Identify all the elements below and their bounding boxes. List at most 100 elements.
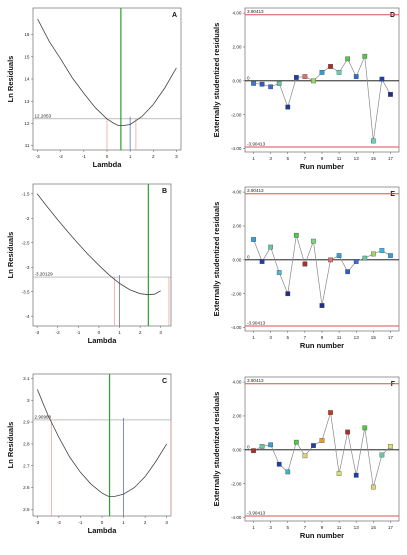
x-tick-label: 1 bbox=[252, 335, 255, 340]
x-tick-label: 9 bbox=[321, 156, 324, 161]
plot-frame bbox=[244, 7, 400, 153]
x-tick-label: 13 bbox=[354, 525, 360, 530]
y-tick-label: 3.1 bbox=[23, 376, 30, 381]
y-tick-label: 0.00 bbox=[233, 447, 242, 452]
y-tick-label: 13 bbox=[24, 99, 30, 104]
y-axis-label: Externally studentized residuals bbox=[212, 23, 221, 138]
panel-c: -3 -2 -1 0 1 2 3 2.5 2.6 2.7 2.8 2.9 3 3.1 Lambda Ln Re… bbox=[6, 373, 172, 535]
ci-threshold-label: -3.20129 bbox=[35, 272, 54, 277]
x-tick-label: 17 bbox=[388, 525, 394, 530]
residual-point bbox=[293, 232, 299, 238]
residual-point bbox=[370, 251, 376, 257]
residual-point bbox=[353, 74, 359, 79]
y-tick-label: 0.00 bbox=[233, 78, 242, 83]
plot-frame bbox=[32, 183, 172, 327]
zero-label: 0 bbox=[247, 444, 250, 449]
x-tick-label: 7 bbox=[304, 335, 307, 340]
residual-point bbox=[328, 410, 333, 415]
y-tick-label: 2.6 bbox=[23, 485, 30, 490]
y-tick-label: -4 bbox=[25, 314, 30, 319]
residual-point bbox=[336, 253, 342, 258]
y-tick-label: 16 bbox=[24, 32, 30, 37]
y-tick-label: 4.00 bbox=[233, 380, 242, 385]
x-tick-label: 1 bbox=[118, 330, 121, 335]
y-tick-label: -4.00 bbox=[231, 325, 242, 330]
residual-point bbox=[388, 444, 393, 449]
panel-label: E bbox=[390, 191, 395, 198]
plot-frame bbox=[244, 376, 400, 522]
x-tick-label: 15 bbox=[371, 156, 377, 161]
y-tick-label: 2.8 bbox=[23, 442, 30, 447]
y-tick-label: 3 bbox=[27, 398, 30, 403]
x-tick-label: 3 bbox=[269, 525, 272, 530]
residual-point bbox=[388, 253, 393, 258]
x-tick-label: 1 bbox=[252, 156, 255, 161]
residual-point bbox=[276, 461, 282, 467]
x-tick-label: 15 bbox=[371, 335, 377, 340]
residual-point bbox=[251, 448, 256, 454]
panel-label: A bbox=[172, 12, 177, 19]
residual-point bbox=[302, 74, 308, 79]
residual-point bbox=[302, 261, 308, 267]
upper-limit-label: 3.90413 bbox=[247, 188, 264, 193]
y-tick-label: -1.5 bbox=[22, 191, 30, 196]
residual-point bbox=[268, 84, 274, 90]
x-tick-label: -2 bbox=[59, 154, 64, 159]
y-tick-label: 0.00 bbox=[233, 257, 242, 262]
residual-point bbox=[293, 75, 299, 80]
residual-point bbox=[268, 442, 274, 448]
x-tick-label: -3 bbox=[35, 520, 40, 525]
y-tick-label: -2 bbox=[25, 216, 30, 221]
x-tick-label: 13 bbox=[354, 335, 360, 340]
residual-point bbox=[319, 303, 325, 308]
zero-label: 0 bbox=[247, 254, 250, 259]
residual-point bbox=[302, 453, 308, 459]
residual-point bbox=[362, 53, 368, 59]
residual-point bbox=[311, 443, 316, 448]
y-tick-label: -3.5 bbox=[22, 289, 30, 294]
x-tick-label: -2 bbox=[57, 520, 62, 525]
residual-point bbox=[379, 76, 385, 82]
residual-point bbox=[251, 81, 256, 86]
y-tick-label: 2.5 bbox=[23, 507, 30, 512]
x-tick-label: 17 bbox=[388, 335, 394, 340]
residual-curve bbox=[37, 18, 177, 126]
x-tick-label: 11 bbox=[337, 156, 342, 161]
x-axis-label: Run number bbox=[300, 162, 344, 171]
residual-point bbox=[345, 56, 351, 62]
residual-point bbox=[268, 244, 274, 250]
ci-threshold-label: 12.2053 bbox=[35, 113, 52, 118]
y-tick-label: -4.00 bbox=[231, 515, 242, 520]
x-tick-label: 3 bbox=[165, 520, 168, 525]
x-tick-label: -1 bbox=[76, 330, 81, 335]
y-tick-label: 4.00 bbox=[233, 190, 242, 195]
residual-point bbox=[379, 248, 385, 253]
residual-point bbox=[259, 259, 265, 264]
x-tick-label: 0 bbox=[98, 330, 101, 335]
x-tick-label: 0 bbox=[101, 520, 104, 525]
y-axis-label: Externally studentized residuals bbox=[212, 202, 221, 317]
y-tick-label: 12 bbox=[24, 121, 30, 126]
residual-point bbox=[311, 78, 316, 84]
x-tick-label: 9 bbox=[321, 525, 324, 530]
plot-frame bbox=[32, 373, 172, 517]
x-tick-label: 3 bbox=[175, 154, 178, 159]
residual-point bbox=[259, 81, 265, 87]
y-tick-label: 11 bbox=[25, 143, 30, 148]
x-axis-label: Run number bbox=[300, 341, 344, 350]
x-tick-label: 11 bbox=[337, 525, 342, 530]
x-tick-label: 3 bbox=[269, 156, 272, 161]
upper-limit-label: 3.90413 bbox=[247, 378, 264, 383]
residual-point bbox=[345, 269, 351, 275]
x-tick-label: 13 bbox=[354, 156, 360, 161]
residual-curve bbox=[36, 193, 161, 296]
residual-point bbox=[285, 291, 291, 297]
residual-point bbox=[319, 438, 325, 443]
panel-label: C bbox=[162, 378, 167, 385]
y-axis-label: Externally studentized residuals bbox=[212, 392, 221, 507]
x-tick-label: 17 bbox=[388, 156, 394, 161]
y-tick-label: 15 bbox=[24, 54, 30, 59]
x-axis-label: Run number bbox=[300, 531, 344, 540]
